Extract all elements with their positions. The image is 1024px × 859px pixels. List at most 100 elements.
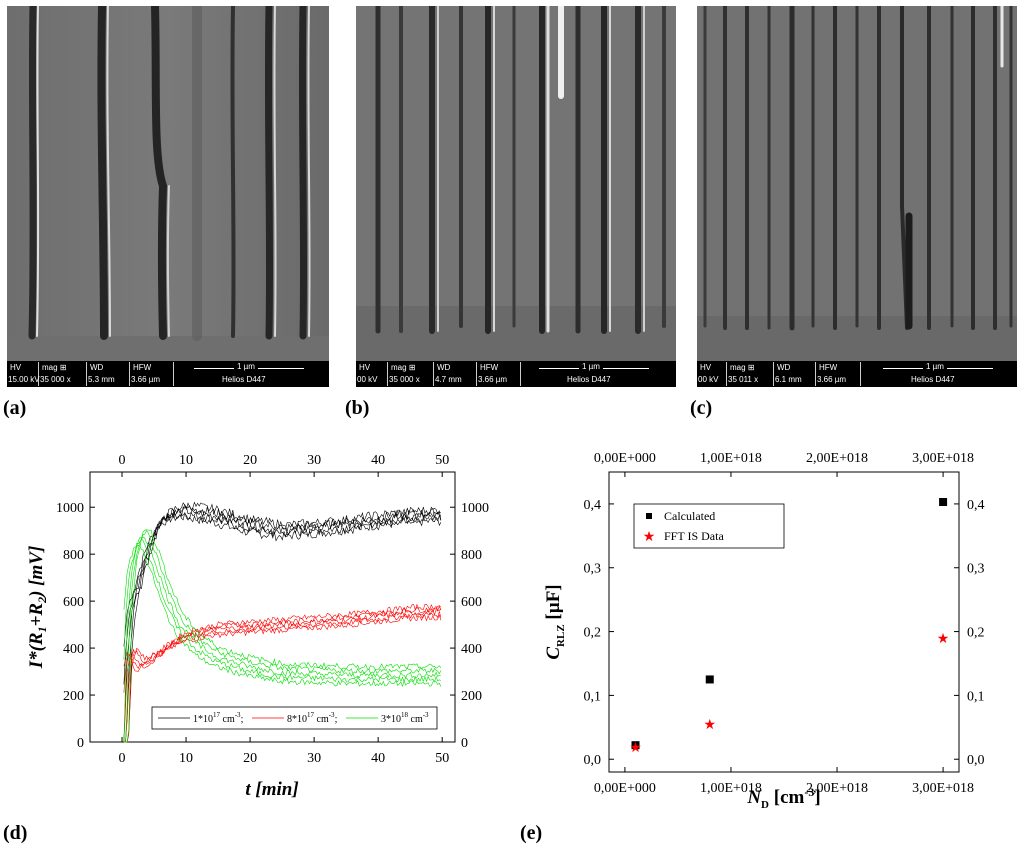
sem-databar-b: HV 00 kV mag ⊞ 35 000 x WD 4.7 mm HFW 3.66 µ…	[356, 361, 676, 387]
x-tick-label: 3,00E+018	[912, 781, 974, 796]
series-line	[123, 608, 442, 743]
y-ticks-right: 0,0 0,1 0,2 0,3 0,4	[954, 498, 985, 768]
x-axis-title: t [min]	[245, 779, 298, 800]
hv-label: HV	[359, 363, 371, 372]
panel-label-c: (c)	[690, 397, 713, 419]
y-tick-label: 1000	[461, 501, 489, 516]
mag-label: mag ⊞	[730, 363, 755, 372]
y-tick-label: 0,4	[584, 498, 602, 513]
y-axis-title: I*(R1+R2) [mV]	[26, 546, 49, 670]
hv-label: HV	[10, 363, 22, 372]
y-tick-label: 200	[63, 689, 84, 704]
wd-value: 6.1 mm	[775, 375, 802, 384]
y-axis-title: CRLZ [µF]	[543, 584, 567, 659]
series-group: ★ ★ ★	[629, 498, 949, 756]
mag-value: 35 011 x	[728, 375, 759, 384]
legend-entry-1: 1*1017 cm-3;	[193, 711, 244, 725]
x-tick-label: 0	[119, 453, 126, 468]
x-tick-label: 30	[307, 751, 321, 766]
point-calculated	[631, 741, 640, 750]
plot-frame	[89, 471, 456, 743]
y-tick-label: 0,1	[967, 689, 985, 704]
x-ticks-top: 0,00E+000 1,00E+018 2,00E+018 3,00E+018	[594, 451, 974, 477]
x-tick-label: 0	[119, 751, 126, 766]
x-axis-title: ND [cm-3]	[746, 785, 820, 811]
x-ticks-bottom: 0 10 20 30 40 50	[119, 737, 449, 766]
hfw-value: 3.66 µm	[131, 375, 161, 384]
sem-databar-a: HV 15.00 kV mag ⊞ 35 000 x WD 5.3 mm HFW 3.6…	[7, 361, 329, 387]
series-line	[123, 504, 442, 743]
y-tick-label: 200	[461, 689, 482, 704]
legend-entry-calculated: Calculated	[664, 509, 715, 523]
point-fft-is-data: ★	[629, 741, 642, 756]
point-fft-is-data: ★	[937, 632, 950, 647]
y-tick-label: 600	[461, 595, 482, 610]
legend: 1*1017 cm-3; 8*1017 cm-3; 3*1018 cm-3	[151, 706, 438, 730]
hv-value: 15.00 kV	[8, 375, 40, 384]
x-tick-label: 50	[435, 453, 449, 468]
mag-value: 35 000 x	[40, 375, 71, 384]
y-tick-label: 600	[63, 595, 84, 610]
point-calculated	[939, 498, 948, 506]
mag-label: mag ⊞	[391, 363, 416, 372]
x-tick-label: 1,00E+018	[700, 451, 762, 466]
scale-label: 1 µm	[234, 362, 258, 371]
x-tick-label: 40	[371, 453, 385, 468]
sem-databar-c: HV 00 kV mag ⊞ 35 011 x WD 6.1 mm HFW 3.66 µ…	[697, 361, 1017, 387]
x-tick-label: 10	[179, 751, 193, 766]
mag-value: 35 000 x	[389, 375, 420, 384]
x-tick-label: 30	[307, 453, 321, 468]
x-tick-label: 1,00E+018	[700, 781, 762, 796]
series-line	[123, 530, 442, 743]
x-tick-label: 2,00E+018	[806, 781, 868, 796]
hfw-value: 3.66 µm	[817, 375, 847, 384]
panel-label-d: (d)	[3, 822, 28, 844]
y-tick-label: 0,0	[584, 753, 602, 768]
hv-label: HV	[700, 363, 712, 372]
scale-label: 1 µm	[579, 362, 603, 371]
wd-value: 5.3 mm	[88, 375, 115, 384]
legend-entry-3: 3*1018 cm-3	[381, 711, 429, 725]
y-tick-label: 0,4	[967, 498, 985, 513]
x-tick-label: 0,00E+000	[594, 451, 656, 466]
chart-d: 0 10 20 30 40 50 0 10 20 30 40 50 0 200 400 600 800 100…	[26, 453, 489, 800]
hv-value: 00 kV	[357, 375, 378, 384]
x-tick-label: 40	[371, 751, 385, 766]
y-tick-label: 0,2	[584, 626, 602, 641]
y-tick-label: 0,0	[967, 753, 985, 768]
plot-frame	[608, 471, 960, 773]
chart-e: 0,00E+000 1,00E+018 2,00E+018 3,00E+018 0,0…	[543, 451, 985, 811]
y-tick-label: 800	[461, 548, 482, 563]
panel-label-e: (e)	[520, 822, 543, 844]
scale-label: 1 µm	[923, 362, 947, 371]
series-line	[123, 501, 442, 743]
series-line	[123, 529, 442, 743]
x-ticks-top: 0 10 20 30 40 50	[119, 453, 449, 477]
hfw-value: 3.66 µm	[478, 375, 508, 384]
legend: Calculated ★ FFT IS Data	[633, 503, 785, 549]
x-tick-label: 10	[179, 453, 193, 468]
series-line	[123, 603, 442, 743]
series-line	[123, 536, 441, 743]
x-tick-label: 0,00E+000	[594, 781, 656, 796]
x-tick-label: 50	[435, 751, 449, 766]
y-tick-label: 0,3	[967, 562, 985, 577]
y-ticks-left: 0,0 0,1 0,2 0,3 0,4	[584, 498, 614, 768]
series-line	[123, 605, 442, 743]
hfw-label: HFW	[133, 363, 152, 372]
instrument-label: Helios D447	[911, 375, 955, 384]
y-tick-label: 400	[63, 642, 84, 657]
wd-label: WD	[777, 363, 791, 372]
legend-square-marker	[646, 513, 652, 519]
hfw-label: HFW	[819, 363, 838, 372]
sem-pores-b	[356, 6, 676, 361]
series-line	[123, 510, 442, 685]
hv-value: 00 kV	[698, 375, 719, 384]
wd-label: WD	[437, 363, 451, 372]
y-tick-label: 0,2	[967, 626, 985, 641]
x-tick-label: 2,00E+018	[806, 451, 868, 466]
y-tick-label: 800	[63, 548, 84, 563]
instrument-label: Helios D447	[567, 375, 611, 384]
y-tick-label: 0,1	[584, 689, 602, 704]
sem-image-a: HV 15.00 kV mag ⊞ 35 000 x WD 5.3 mm HFW 3.6…	[7, 6, 329, 387]
